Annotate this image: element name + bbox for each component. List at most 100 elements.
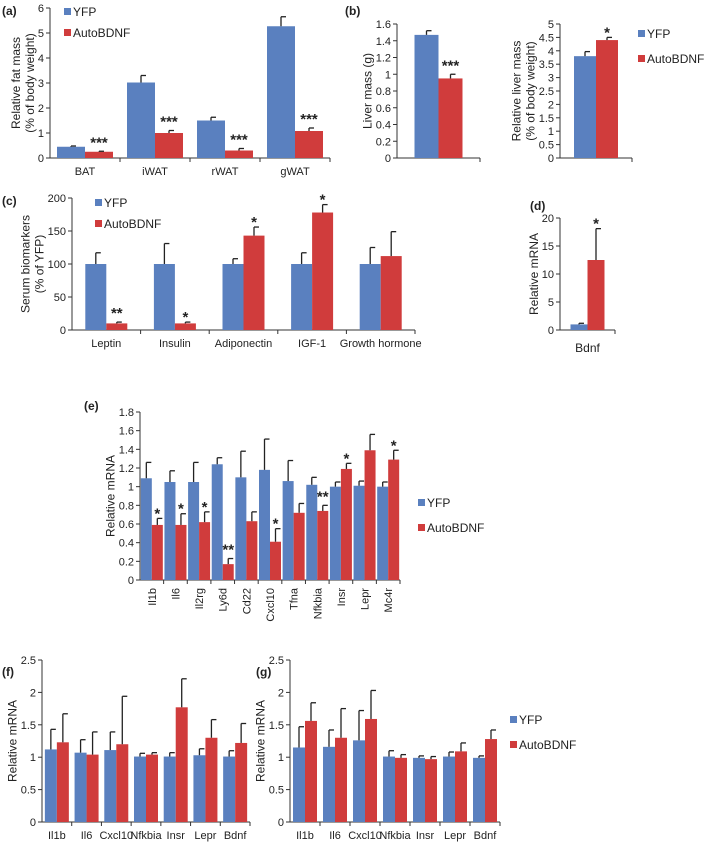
y-tick-label: 50 <box>54 292 66 304</box>
bar-autobdnf <box>485 739 497 822</box>
bar-yfp <box>104 750 117 822</box>
bar-autobdnf <box>380 256 402 330</box>
y-axis-label: Relative mRNA <box>6 700 20 782</box>
y-tick-label: 100 <box>48 259 66 271</box>
bar-autobdnf <box>175 707 188 822</box>
legend-label: YFP <box>427 496 450 510</box>
bar-yfp <box>193 755 206 822</box>
y-tick-label: 1 <box>548 126 554 138</box>
bar-yfp <box>413 757 425 822</box>
y-tick-label: 0 <box>60 325 66 337</box>
panel-label: (d) <box>530 199 545 213</box>
bar-yfp <box>222 264 244 330</box>
bar-autobdnf <box>587 260 605 330</box>
bar-autobdnf <box>106 323 128 330</box>
category-label: Insr <box>416 830 435 842</box>
x-axis-label: Bdnf <box>575 341 600 355</box>
category-label: Il6 <box>329 830 341 842</box>
bar-yfp <box>473 757 485 822</box>
y-tick-label: 0 <box>385 153 391 165</box>
y-tick-label: 1 <box>385 69 391 81</box>
significance-mark: * <box>273 516 279 533</box>
bar-autobdnf <box>335 737 347 822</box>
y-tick-label: 0 <box>548 153 554 165</box>
category-label: Cxcl10 <box>265 588 277 622</box>
legend-swatch-autobdnf <box>95 220 102 227</box>
bar-yfp <box>353 485 365 580</box>
y-tick-label: 4 <box>548 46 554 58</box>
bar-autobdnf <box>174 323 196 330</box>
significance-mark: * <box>178 501 184 518</box>
legend-label: YFP <box>519 713 542 727</box>
bar-yfp <box>574 56 596 158</box>
y-tick-label: 3 <box>548 73 554 85</box>
category-label: Lepr <box>360 588 372 610</box>
bar-autobdnf <box>270 541 281 580</box>
bar-autobdnf <box>596 40 618 158</box>
legend-swatch-autobdnf <box>510 741 517 748</box>
y-tick-label: 1.8 <box>119 407 134 419</box>
legend-label: AutoBDNF <box>73 26 130 40</box>
y-tick-label: 2 <box>278 687 284 699</box>
y-axis-label: Liver mass (g) <box>361 53 375 129</box>
y-tick-label: 0 <box>278 817 284 829</box>
bar-autobdnf <box>364 450 376 580</box>
significance-mark: *** <box>442 57 460 74</box>
category-label: Adiponectin <box>215 338 273 350</box>
bar-autobdnf <box>85 151 113 158</box>
bar-autobdnf <box>175 524 187 580</box>
panel-label: (g) <box>256 665 271 679</box>
y-tick-label: 0.5 <box>21 785 36 797</box>
y-tick-label: 2.5 <box>539 86 554 98</box>
y-tick-label: 4 <box>38 53 44 65</box>
bar-autobdnf <box>222 564 234 580</box>
y-tick-label: 1.4 <box>119 444 134 456</box>
y-tick-label: 0 <box>30 817 36 829</box>
bar-autobdnf <box>365 718 377 822</box>
significance-mark: ** <box>111 305 123 322</box>
panel-label: (c) <box>2 194 17 208</box>
significance-mark: * <box>604 24 610 41</box>
category-label: gWAT <box>280 166 310 178</box>
significance-mark: *** <box>230 132 248 149</box>
chart-a: (a) 0 1 2 3 4 5 6 Relative fat mass (% of body we… <box>2 3 331 178</box>
bar-yfp <box>267 26 295 158</box>
y-tick-label: 1.5 <box>539 113 554 125</box>
bar-autobdnf <box>225 150 253 158</box>
category-label: Bdnf <box>224 830 248 842</box>
category-label: Il1b <box>296 830 314 842</box>
category-label: Il1b <box>147 588 159 606</box>
bar-autobdnf <box>425 759 437 822</box>
bar-autobdnf <box>395 757 407 822</box>
y-tick-label: 2 <box>38 103 44 115</box>
category-label: Cxcl10 <box>348 830 382 842</box>
significance-mark: ** <box>317 488 329 505</box>
y-tick-label: 1.5 <box>21 720 36 732</box>
category-label: Il2rg <box>194 588 206 609</box>
bar-autobdnf <box>205 737 218 822</box>
y-axis-label: Serum biomarkers <box>19 215 33 313</box>
y-tick-label: 0 <box>38 153 44 165</box>
y-tick-label: 3.5 <box>539 59 554 71</box>
y-tick-label: 1.4 <box>376 36 391 48</box>
significance-mark: * <box>182 309 188 326</box>
bar-yfp <box>359 264 381 330</box>
y-tick-label: 1 <box>128 482 134 494</box>
chart-f: (f) 0 0.5 1 1.5 2 2.5 Relative mRNA Il1b Il6 Cxcl1… <box>2 655 251 842</box>
bar-autobdnf <box>455 751 467 822</box>
bar-autobdnf <box>293 512 305 580</box>
y-tick-label: 150 <box>48 226 66 238</box>
category-label: iWAT <box>142 166 168 178</box>
y-tick-label: 0 <box>128 575 134 587</box>
y-tick-label: 1 <box>30 752 36 764</box>
bar-autobdnf <box>317 510 329 580</box>
significance-mark: * <box>593 216 599 233</box>
bar-yfp <box>163 756 176 822</box>
legend-label: AutoBDNF <box>104 217 161 231</box>
chart-b1: (b) 0 0.2 0.4 0.6 0.8 1 1.2 1.4 1.6 Liver mass (g)… <box>345 4 481 165</box>
category-label: rWAT <box>212 166 239 178</box>
category-label: Il6 <box>81 830 93 842</box>
bar-yfp <box>223 756 236 822</box>
bar-yfp <box>188 482 200 580</box>
bar-yfp <box>164 482 176 580</box>
